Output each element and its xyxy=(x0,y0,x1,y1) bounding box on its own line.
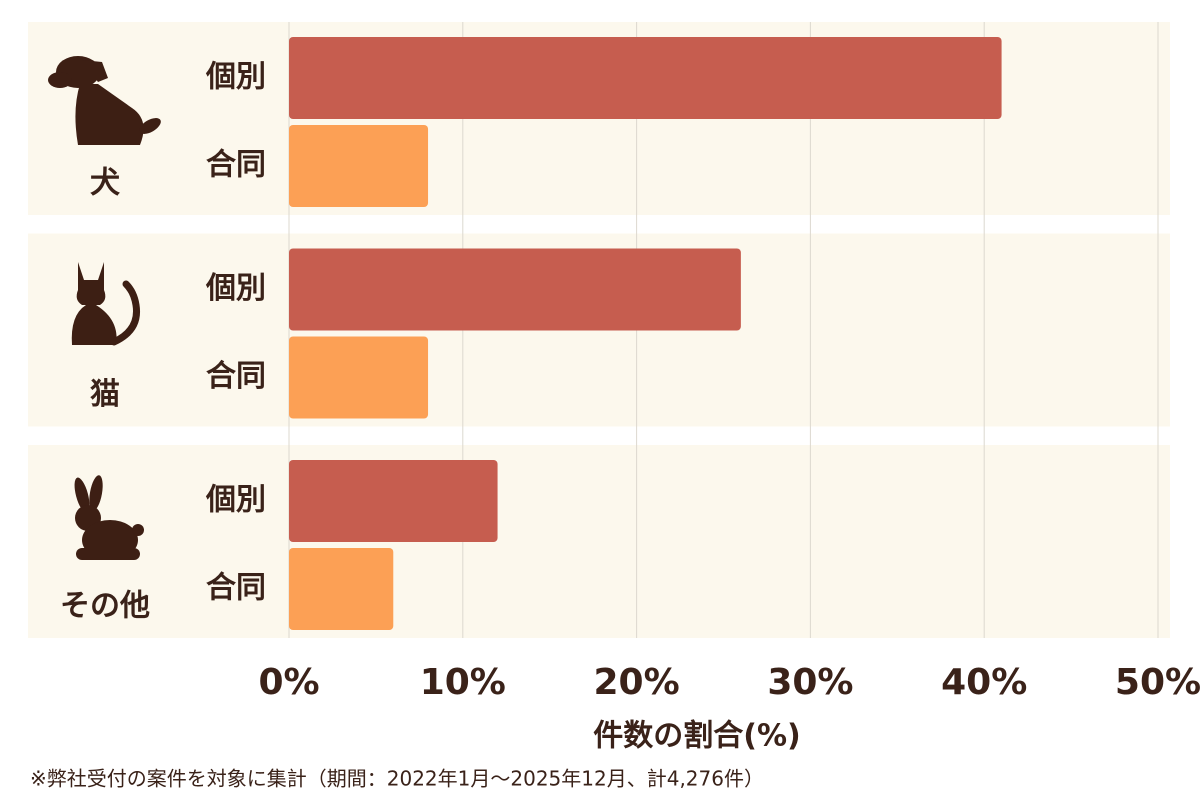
bar xyxy=(289,37,1002,119)
series-label: 個別 xyxy=(205,483,266,518)
x-tick-label: 50% xyxy=(1115,662,1200,703)
x-tick-label: 0% xyxy=(258,662,319,703)
rabbit-icon xyxy=(74,475,144,560)
x-tick-label: 30% xyxy=(767,662,853,703)
category-label: その他 xyxy=(60,589,150,624)
cat-icon xyxy=(71,262,141,346)
series-label: 個別 xyxy=(205,271,266,306)
x-tick-label: 10% xyxy=(420,662,506,703)
series-label: 合同 xyxy=(206,571,266,606)
dog-icon xyxy=(48,56,161,145)
x-tick-label: 40% xyxy=(941,662,1027,703)
footnote: ※弊社受付の案件を対象に集計（期間：2022年1月～2025年12月、計4,27… xyxy=(30,767,764,791)
bar xyxy=(289,460,498,542)
x-axis-title: 件数の割合(%) xyxy=(593,719,800,754)
bar xyxy=(289,548,394,630)
x-tick-label: 20% xyxy=(594,662,680,703)
bar xyxy=(289,336,429,419)
series-label: 合同 xyxy=(206,148,266,183)
series-label: 合同 xyxy=(206,359,266,394)
category-label: 犬 xyxy=(90,166,120,201)
bars xyxy=(289,37,1002,630)
bar xyxy=(289,248,741,331)
category-label: 猫 xyxy=(90,377,120,412)
bar xyxy=(289,125,429,207)
group-background xyxy=(28,445,1170,638)
series-label: 個別 xyxy=(205,60,266,95)
